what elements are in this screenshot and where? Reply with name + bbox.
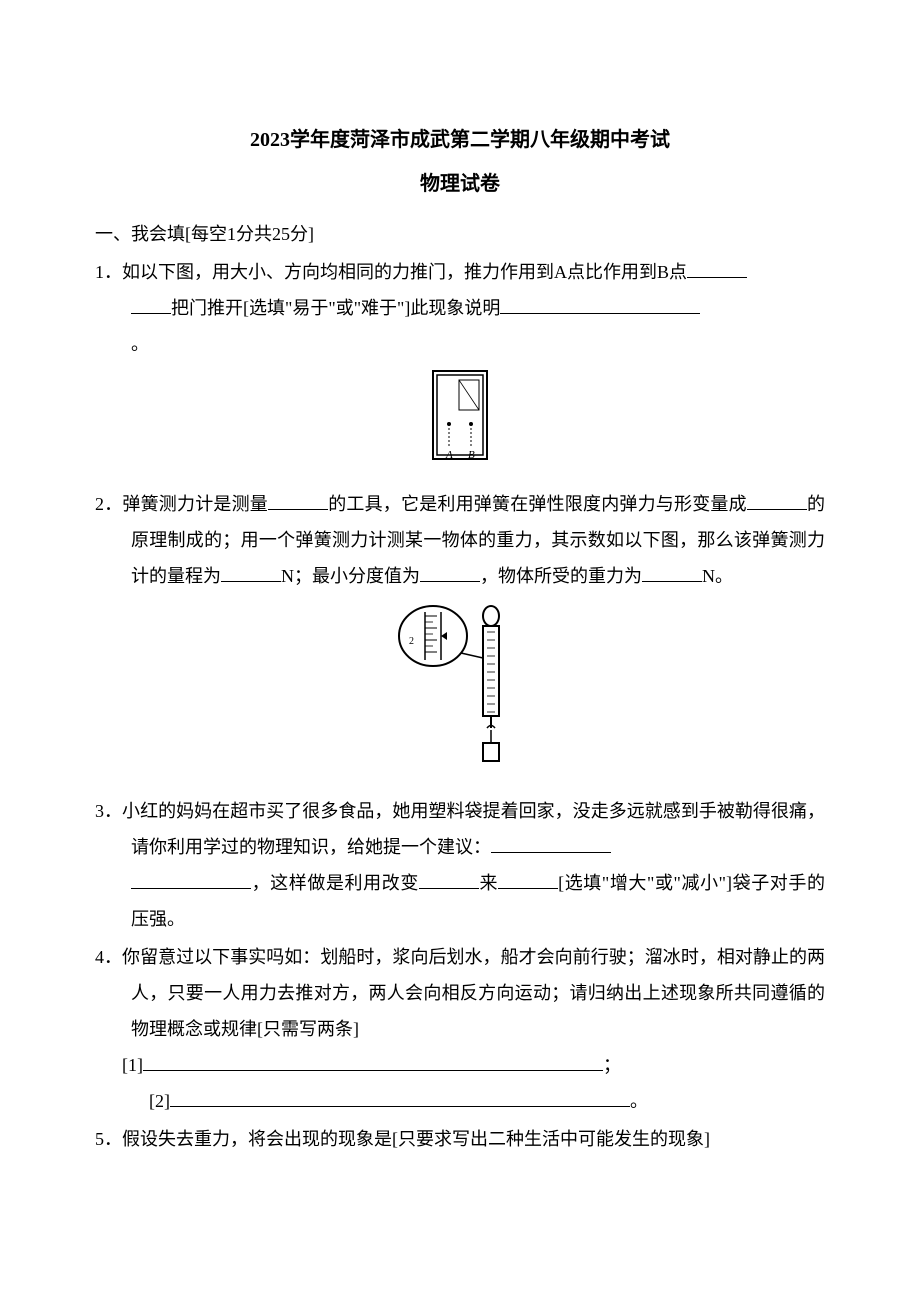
section-1-header: 一、我会填[每空1分共25分] bbox=[95, 216, 825, 252]
q2-text-6: N。 bbox=[702, 566, 733, 586]
q2-text-1: 2．弹簧测力计是测量 bbox=[95, 494, 268, 514]
question-4: 4．你留意过以下事实吗如：划船时，浆向后划水，船才会向前行驶；溜冰时，相对静止的… bbox=[95, 939, 825, 1119]
q1-blank-3 bbox=[500, 296, 700, 314]
q1-text-3: 。 bbox=[131, 334, 149, 354]
q4-sub2-end: 。 bbox=[630, 1091, 648, 1111]
q1-blank-1 bbox=[687, 260, 747, 278]
q5-text-1: 5．假设失去重力，将会出现的现象是[只要求写出二种生活中可能发生的现象] bbox=[95, 1129, 710, 1149]
spring-scale-diagram: 2 bbox=[395, 598, 525, 773]
q4-sub1-label: [1] bbox=[122, 1055, 143, 1075]
q3-blank-1 bbox=[491, 835, 611, 853]
q2-blank-1 bbox=[268, 492, 328, 510]
figure-spring: 2 bbox=[95, 598, 825, 785]
q4-text-1: 4．你留意过以下事实吗如：划船时，浆向后划水，船才会向前行驶；溜冰时，相对静止的… bbox=[95, 947, 825, 1039]
q3-blank-3 bbox=[498, 871, 558, 889]
q3-text-2: ，这样做是利用改变 bbox=[251, 873, 419, 893]
q2-blank-5 bbox=[642, 564, 702, 582]
exam-subtitle: 物理试卷 bbox=[95, 164, 825, 204]
q3-blank-1b bbox=[131, 871, 251, 889]
door-label-a: A bbox=[445, 449, 453, 461]
q2-blank-2 bbox=[747, 492, 807, 510]
figure-door: A B bbox=[95, 366, 825, 478]
q3-blank-2 bbox=[419, 871, 479, 889]
q2-text-4: N；最小分度值为 bbox=[281, 566, 420, 586]
q3-text-3: 来 bbox=[479, 873, 498, 893]
svg-text:2: 2 bbox=[409, 636, 414, 647]
door-label-b: B bbox=[468, 449, 475, 461]
question-3: 3．小红的妈妈在超市买了很多食品，她用塑料袋提着回家，没走多远就感到手被勒得很痛… bbox=[95, 793, 825, 937]
question-2: 2．弹簧测力计是测量的工具，它是利用弹簧在弹性限度内弹力与形变量成的原理制成的；… bbox=[95, 486, 825, 594]
exam-title: 2023学年度菏泽市成武第二学期八年级期中考试 bbox=[95, 120, 825, 160]
q1-text-1: 1．如以下图，用大小、方向均相同的力推门，推力作用到A点比作用到B点 bbox=[95, 262, 687, 282]
door-diagram: A B bbox=[425, 366, 495, 466]
q2-text-5: ，物体所受的重力为 bbox=[480, 566, 642, 586]
q4-blank-2 bbox=[170, 1089, 630, 1107]
q4-blank-1 bbox=[143, 1053, 603, 1071]
q2-text-2: 的工具，它是利用弹簧在弹性限度内弹力与形变量成 bbox=[328, 494, 747, 514]
q4-sub2-label: [2] bbox=[149, 1091, 170, 1111]
q3-text-1: 3．小红的妈妈在超市买了很多食品，她用塑料袋提着回家，没走多远就感到手被勒得很痛… bbox=[95, 801, 825, 857]
question-1: 1．如以下图，用大小、方向均相同的力推门，推力作用到A点比作用到B点 把门推开[… bbox=[95, 254, 825, 362]
q2-blank-4 bbox=[420, 564, 480, 582]
q1-blank-2 bbox=[131, 296, 171, 314]
question-5: 5．假设失去重力，将会出现的现象是[只要求写出二种生活中可能发生的现象] bbox=[95, 1121, 825, 1157]
q2-blank-3 bbox=[221, 564, 281, 582]
q4-sub1-end: ； bbox=[603, 1055, 621, 1075]
q1-text-2: 把门推开[选填"易于"或"难于"]此现象说明 bbox=[171, 298, 500, 318]
